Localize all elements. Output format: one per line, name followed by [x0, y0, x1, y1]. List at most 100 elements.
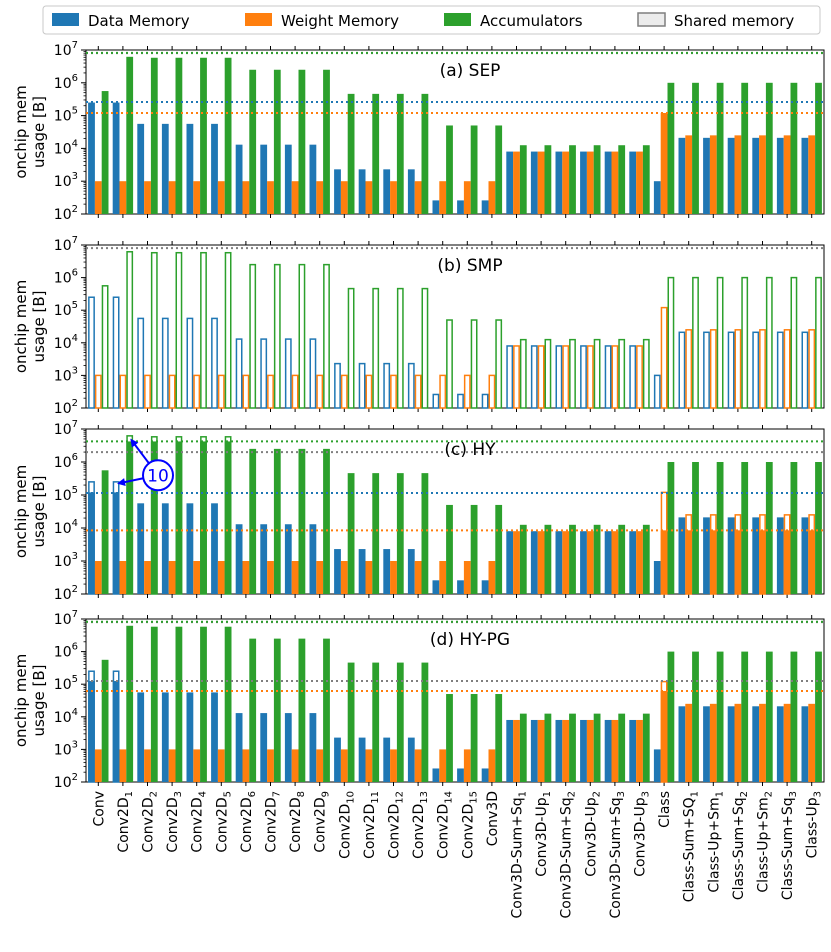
y-axis-label: onchip memusage [B]: [12, 85, 48, 178]
bar-data: [629, 151, 637, 214]
bar-acc-outline: [200, 436, 207, 595]
bar-acc: [224, 251, 232, 409]
legend-label-acc: Accumulators: [480, 12, 583, 30]
x-tick-label: Conv2D14: [436, 791, 455, 859]
y-axis-label: onchip memusage [B]: [12, 654, 48, 747]
bar-acc: [273, 69, 281, 215]
bar-acc: [298, 448, 306, 594]
bar-data: [653, 561, 661, 594]
bar-weight: [242, 749, 250, 782]
bar-weight: [537, 531, 545, 594]
bar-acc: [421, 662, 429, 782]
bar-weight: [685, 329, 693, 409]
bar-acc: [790, 276, 798, 409]
bar-acc: [101, 659, 109, 782]
bar-weight: [636, 345, 643, 409]
bar-weight: [611, 345, 619, 409]
bar-data: [752, 706, 760, 782]
bar-data: [211, 503, 218, 594]
legend-swatch-acc: [444, 13, 471, 26]
bar-weight: [685, 530, 693, 594]
bar-data: [161, 123, 169, 214]
bar-acc: [224, 626, 232, 782]
bar-weight: [144, 374, 151, 409]
bar-data: [211, 317, 218, 409]
bar-weight: [242, 561, 250, 594]
bar-weight: [94, 749, 102, 782]
bar-acc: [421, 93, 429, 214]
bar-weight: [586, 719, 594, 782]
bar-data: [309, 713, 317, 782]
bar-data: [530, 151, 538, 214]
bar-weight: [734, 530, 742, 594]
bar-weight: [144, 181, 151, 214]
bar-acc: [323, 69, 330, 215]
bar-weight: [537, 719, 545, 782]
bar-weight: [168, 181, 176, 214]
x-tick-label: Conv2D10: [337, 791, 356, 859]
bar-weight: [513, 719, 520, 782]
y-tick-label: 102: [54, 398, 78, 417]
bar-weight: [808, 135, 816, 214]
bar-data: [530, 531, 538, 594]
y-tick-label: 104: [54, 707, 78, 726]
bar-weight: [513, 151, 520, 214]
bar-data: [530, 719, 538, 782]
bar-weight: [119, 181, 127, 214]
bar-acc: [446, 319, 453, 409]
bar-weight: [513, 531, 520, 594]
bar-weight-outline: [734, 514, 742, 595]
bar-weight: [340, 181, 348, 214]
bar-acc: [101, 470, 109, 594]
bar-acc: [249, 263, 257, 409]
x-tick-label: Conv3D-Up2: [583, 791, 602, 877]
bar-acc: [790, 462, 798, 594]
bar-data: [653, 374, 661, 409]
bar-data: [506, 345, 514, 409]
bar-acc: [765, 462, 773, 594]
bar-data: [506, 719, 514, 782]
bar-acc: [544, 713, 552, 782]
bar-acc: [519, 338, 527, 409]
bar-data: [309, 144, 317, 214]
y-tick-label: 105: [54, 300, 78, 319]
bar-data: [604, 345, 612, 409]
bar-weight: [390, 561, 397, 594]
bar-data: [727, 517, 735, 594]
bar-weight: [267, 181, 274, 214]
bar-data: [334, 169, 341, 214]
x-tick-label: Conv2D6: [239, 791, 258, 853]
bar-weight: [611, 531, 619, 594]
bar-weight: [168, 749, 176, 782]
bar-weight: [759, 703, 766, 782]
bar-weight: [217, 374, 225, 409]
bar-acc: [642, 713, 650, 782]
legend-swatch-data: [52, 13, 79, 26]
bar-data: [727, 706, 735, 782]
bar-weight: [439, 561, 447, 594]
bar-weight: [242, 181, 250, 214]
bar-acc: [593, 713, 601, 782]
bar-acc: [126, 441, 134, 594]
x-tick-label: Conv2D8: [288, 791, 307, 853]
bar-acc: [716, 276, 724, 409]
bar-weight: [488, 749, 496, 782]
bar-acc: [421, 287, 429, 409]
bar-data: [112, 102, 120, 214]
bar-data: [653, 749, 661, 782]
bar-acc: [372, 473, 380, 594]
bar-acc: [396, 473, 404, 594]
bar-data: [235, 713, 243, 782]
bar-data: [383, 549, 391, 594]
bar-data: [358, 169, 366, 214]
bar-weight: [636, 719, 643, 782]
bar-data: [580, 345, 587, 409]
bar-weight: [242, 374, 250, 409]
y-tick-label: 103: [54, 171, 78, 190]
bar-weight: [586, 345, 594, 409]
bar-acc: [569, 713, 576, 782]
bar-acc-outline: [150, 436, 158, 595]
bar-data: [604, 531, 612, 594]
y-tick-label: 105: [54, 106, 78, 125]
bar-data: [211, 692, 218, 782]
